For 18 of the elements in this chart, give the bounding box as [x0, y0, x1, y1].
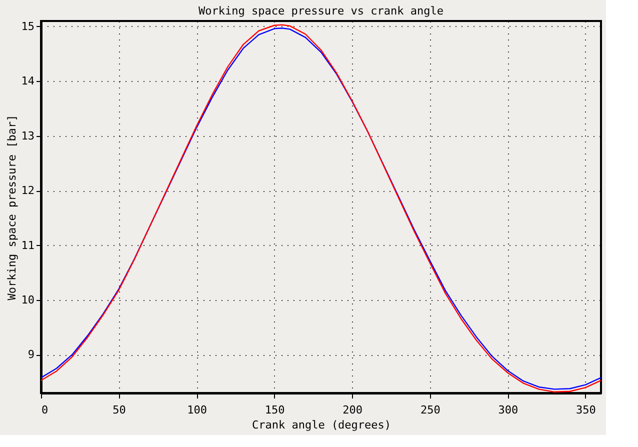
y-tick-label: 14	[21, 74, 35, 88]
x-tick-label: 150	[264, 404, 285, 416]
y-tick-label: 10	[21, 294, 34, 306]
chart-title: Working space pressure vs crank angle	[198, 4, 444, 18]
x-tick-label: 250	[420, 404, 440, 416]
x-tick-label: 350	[576, 404, 596, 416]
y-tick-label: 12	[21, 184, 34, 198]
x-tick-label: 0	[42, 404, 48, 416]
y-tick-label: 9	[28, 348, 34, 362]
x-tick-label: 300	[498, 404, 518, 416]
x-tick-label: 50	[112, 404, 126, 416]
y-tick-label: 11	[21, 238, 34, 252]
x-tick-label: 200	[342, 404, 363, 416]
y-tick-label: 13	[21, 129, 34, 142]
y-axis-title: Working space pressure [bar]	[5, 114, 18, 300]
x-axis-title: Crank angle (degrees)	[252, 418, 392, 432]
y-tick-label: 15	[21, 20, 34, 33]
x-tick-label: 100	[187, 404, 207, 416]
